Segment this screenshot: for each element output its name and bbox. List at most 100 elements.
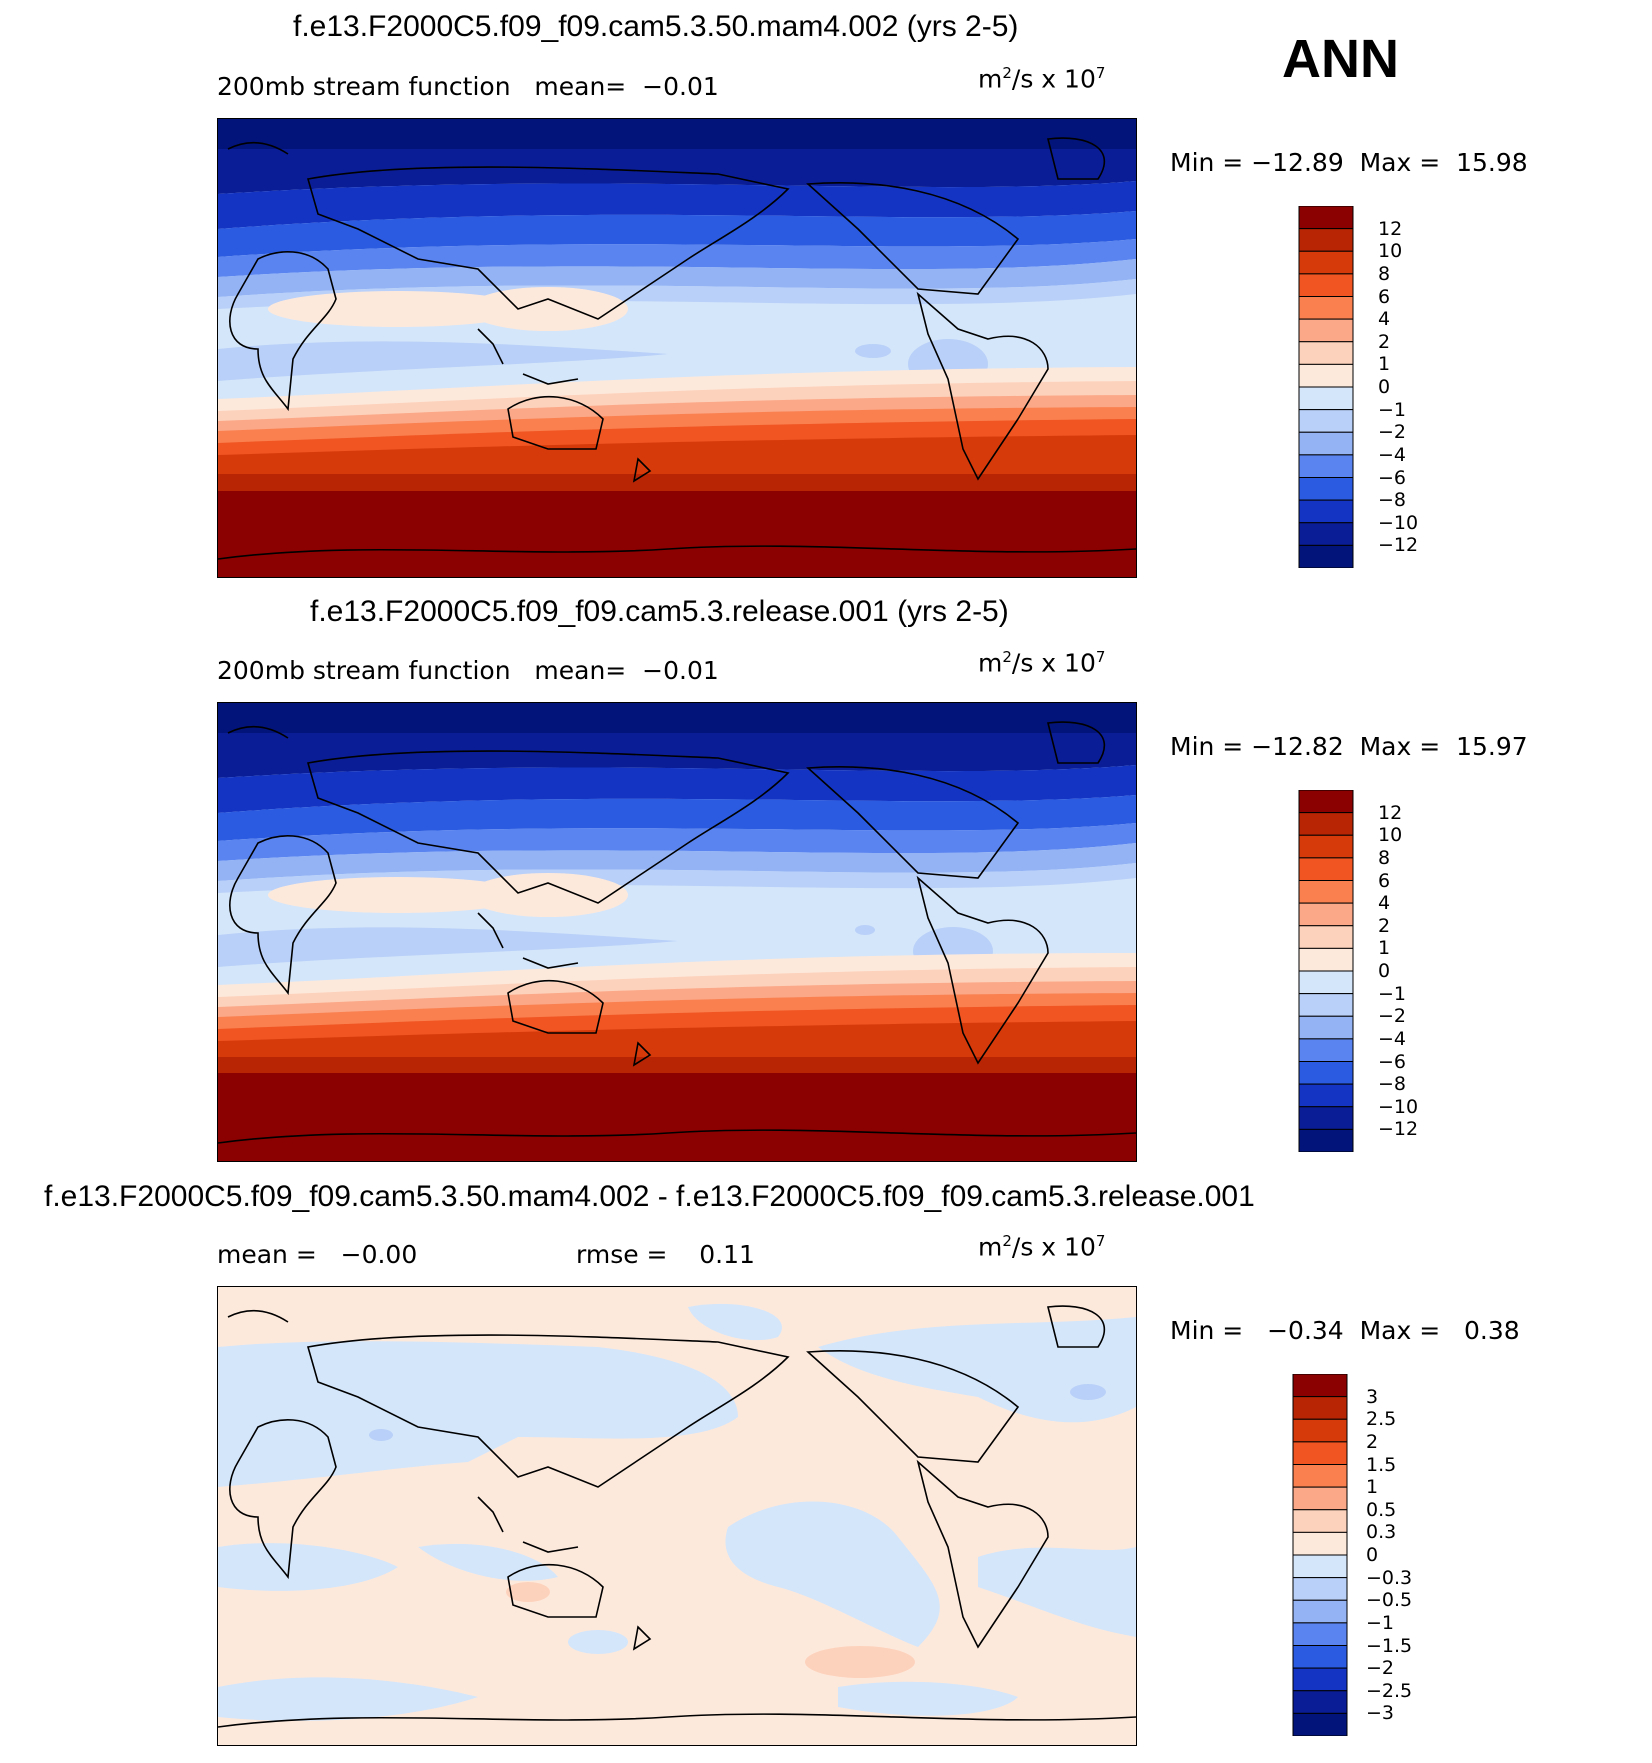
colorbar-swatch [1292,1599,1348,1624]
colorbar-tick-label: 0 [1378,376,1391,398]
colorbar-tick-label: −2 [1378,1005,1407,1028]
panel-3-map [217,1286,1137,1746]
colorbar-tick-label: −1 [1378,982,1407,1005]
colorbar-tick-label: −12 [1378,534,1419,557]
panel-2-minmax: Min = −12.82 Max = 15.97 [1170,732,1528,761]
panel-1-stat-label: 200mb stream function mean= −0.01 [217,72,719,101]
colorbar-tick-label: 12 [1378,801,1403,824]
colorbar-swatch [1298,454,1354,478]
colorbar-swatch [1298,228,1354,252]
panel-1-colorbar-swatches [1298,205,1354,569]
panel-2-field [218,703,1136,1161]
colorbar-swatch [1298,857,1354,881]
colorbar-tick-label: 6 [1378,869,1391,892]
colorbar-tick-label: 1 [1378,937,1391,960]
colorbar-swatch [1298,947,1354,972]
panel-3-colorbar [1292,1373,1348,1737]
colorbar-tick-label: −1 [1378,398,1407,421]
colorbar-tick-label: −12 [1378,1118,1419,1141]
colorbar-swatch [1298,902,1354,927]
panel-3-mean-label: mean = −0.00 [217,1240,418,1269]
colorbar-tick-label: −2 [1366,1657,1395,1680]
panel-1-title: f.e13.F2000C5.f09_f09.cam5.3.50.mam4.002… [293,10,1019,43]
colorbar-swatch [1298,1061,1354,1085]
colorbar-swatch [1292,1531,1348,1556]
colorbar-swatch [1298,341,1354,365]
colorbar-tick-label: −1 [1366,1611,1395,1634]
panel-3-rmse-label: rmse = 0.11 [576,1240,755,1269]
panel-2-colorbar-swatches [1298,789,1354,1153]
colorbar-swatch [1292,1577,1348,1601]
colorbar-tick-label: 1 [1366,1476,1379,1499]
panel-1-colorbar [1298,205,1354,569]
colorbar-swatch [1298,789,1354,814]
colorbar-swatch [1292,1509,1348,1533]
panel-1-units: m2/s x 107 [978,64,1106,94]
colorbar-tick-label: −2 [1378,421,1407,444]
colorbar-swatch [1298,812,1354,836]
panel-3-title: f.e13.F2000C5.f09_f09.cam5.3.50.mam4.002… [44,1180,1255,1213]
colorbar-swatch [1292,1441,1348,1465]
colorbar-tick-label: 10 [1378,824,1403,847]
colorbar-swatch [1298,499,1354,524]
colorbar-swatch [1298,431,1354,456]
colorbar-swatch [1298,250,1354,275]
colorbar-tick-label: −10 [1378,511,1419,534]
colorbar-tick-label: 0.3 [1366,1521,1397,1544]
colorbar-tick-label: −3 [1366,1702,1395,1725]
colorbar-swatch [1298,544,1354,569]
colorbar-tick-label: 12 [1378,217,1403,240]
colorbar-swatch [1298,1015,1354,1040]
panel-1-minmax: Min = −12.89 Max = 15.98 [1170,148,1528,177]
colorbar-tick-label: 2 [1366,1430,1379,1453]
panel-2-colorbar [1298,789,1354,1153]
colorbar-swatch [1292,1554,1348,1579]
colorbar-swatch [1298,1083,1354,1108]
colorbar-swatch [1292,1486,1348,1511]
colorbar-tick-label: 1.5 [1366,1453,1397,1476]
colorbar-tick-label: 3 [1366,1385,1379,1408]
colorbar-tick-label: −6 [1378,466,1407,489]
colorbar-tick-label: 0 [1366,1544,1379,1566]
season-label: ANN [1282,29,1399,89]
colorbar-swatch [1292,1373,1348,1398]
colorbar-swatch [1298,925,1354,949]
colorbar-tick-label: 2.5 [1366,1408,1397,1431]
colorbar-tick-label: −0.5 [1366,1589,1413,1612]
colorbar-swatch [1298,880,1354,904]
colorbar-swatch [1298,386,1354,411]
colorbar-swatch [1292,1464,1348,1488]
colorbar-swatch [1292,1418,1348,1443]
panel-2-units: m2/s x 107 [978,648,1106,678]
colorbar-swatch [1298,970,1354,995]
colorbar-swatch [1298,318,1354,343]
colorbar-tick-label: −0.3 [1366,1566,1413,1589]
colorbar-swatch [1298,1038,1354,1062]
colorbar-swatch [1292,1396,1348,1420]
colorbar-tick-label: 4 [1378,308,1391,331]
colorbar-tick-label: 0 [1378,960,1391,982]
colorbar-swatch [1292,1690,1348,1714]
colorbar-swatch [1298,363,1354,388]
panel-1-map [217,118,1137,578]
colorbar-swatch [1298,1106,1354,1130]
colorbar-tick-label: −2.5 [1366,1679,1413,1702]
panel-2-title: f.e13.F2000C5.f09_f09.cam5.3.release.001… [310,595,1009,628]
colorbar-swatch [1292,1622,1348,1646]
colorbar-tick-label: 8 [1378,262,1391,285]
colorbar-tick-label: 10 [1378,240,1403,263]
panel-1-field [218,119,1136,577]
colorbar-swatch [1298,834,1354,859]
colorbar-swatch [1298,993,1354,1017]
colorbar-swatch [1298,205,1354,230]
colorbar-swatch [1298,477,1354,501]
panel-2-map [217,702,1137,1162]
colorbar-swatch [1292,1645,1348,1669]
colorbar-swatch [1298,273,1354,297]
panel-2-stat-label: 200mb stream function mean= −0.01 [217,656,719,685]
colorbar-tick-label: 2 [1378,914,1391,937]
colorbar-tick-label: −6 [1378,1050,1407,1073]
colorbar-tick-label: −10 [1378,1095,1419,1118]
colorbar-swatch [1298,522,1354,546]
colorbar-tick-label: 6 [1378,285,1391,308]
